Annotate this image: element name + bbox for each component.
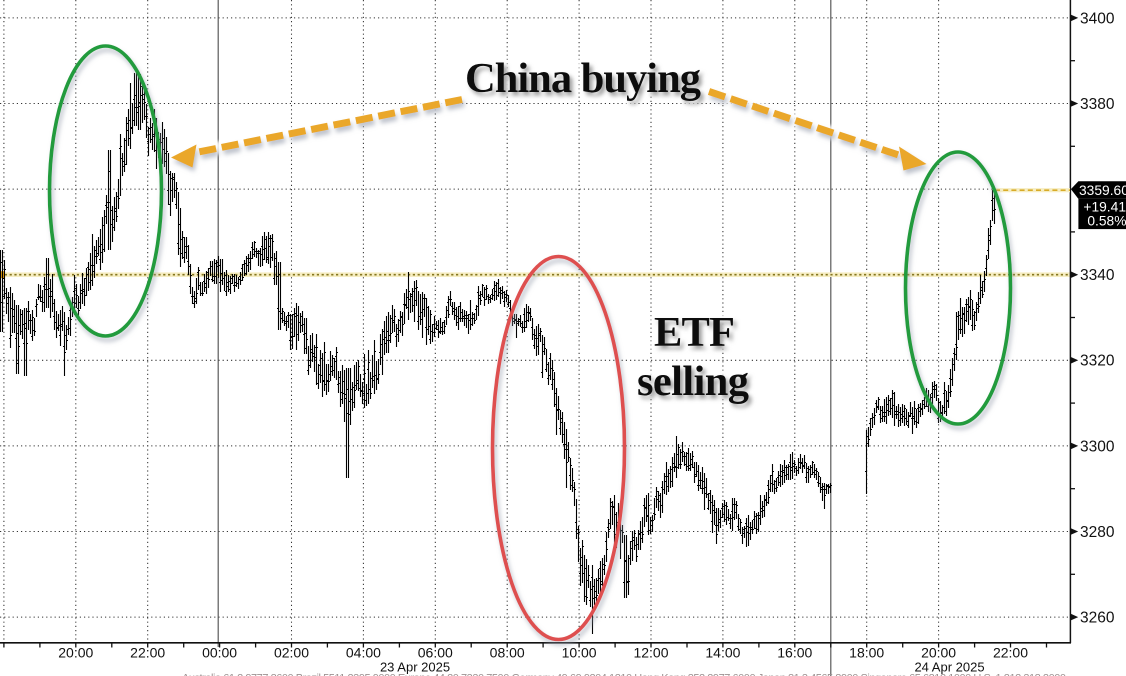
- svg-text:16:00: 16:00: [777, 645, 812, 661]
- svg-text:3320: 3320: [1080, 353, 1115, 370]
- svg-text:selling: selling: [637, 358, 749, 405]
- svg-text:3380: 3380: [1080, 96, 1115, 113]
- svg-text:3359.60: 3359.60: [1079, 183, 1126, 198]
- svg-text:ETF: ETF: [654, 309, 735, 356]
- svg-text:14:00: 14:00: [705, 645, 740, 661]
- svg-text:China buying: China buying: [465, 55, 701, 102]
- svg-text:00:00: 00:00: [202, 645, 237, 661]
- svg-text:04:00: 04:00: [346, 645, 381, 661]
- svg-text:Australia 61 2 9777 8600 Brazi: Australia 61 2 9777 8600 Brazil 5511 239…: [182, 673, 1066, 676]
- svg-text:08:00: 08:00: [490, 645, 525, 661]
- svg-text:18:00: 18:00: [849, 645, 884, 661]
- svg-text:selling: selling: [637, 358, 749, 405]
- svg-text:3300: 3300: [1080, 438, 1115, 455]
- svg-text:10:00: 10:00: [562, 645, 597, 661]
- svg-text:22:00: 22:00: [130, 645, 165, 661]
- svg-text:12:00: 12:00: [633, 645, 668, 661]
- svg-text:China buying: China buying: [465, 55, 701, 102]
- svg-text:20:00: 20:00: [58, 645, 93, 661]
- svg-text:3400: 3400: [1080, 10, 1115, 27]
- svg-text:3260: 3260: [1080, 610, 1115, 627]
- svg-text:3340: 3340: [1080, 267, 1115, 284]
- svg-text:3280: 3280: [1080, 524, 1115, 541]
- svg-text:22:00: 22:00: [993, 645, 1028, 661]
- svg-text:0.58%: 0.58%: [1087, 214, 1126, 229]
- svg-text:23 Apr 2025: 23 Apr 2025: [380, 660, 450, 675]
- svg-text:02:00: 02:00: [274, 645, 309, 661]
- svg-text:20:00: 20:00: [921, 645, 956, 661]
- svg-text:ETF: ETF: [654, 309, 735, 356]
- svg-text:+19.41: +19.41: [1083, 200, 1126, 215]
- svg-text:24 Apr 2025: 24 Apr 2025: [914, 660, 984, 675]
- svg-text:06:00: 06:00: [418, 645, 453, 661]
